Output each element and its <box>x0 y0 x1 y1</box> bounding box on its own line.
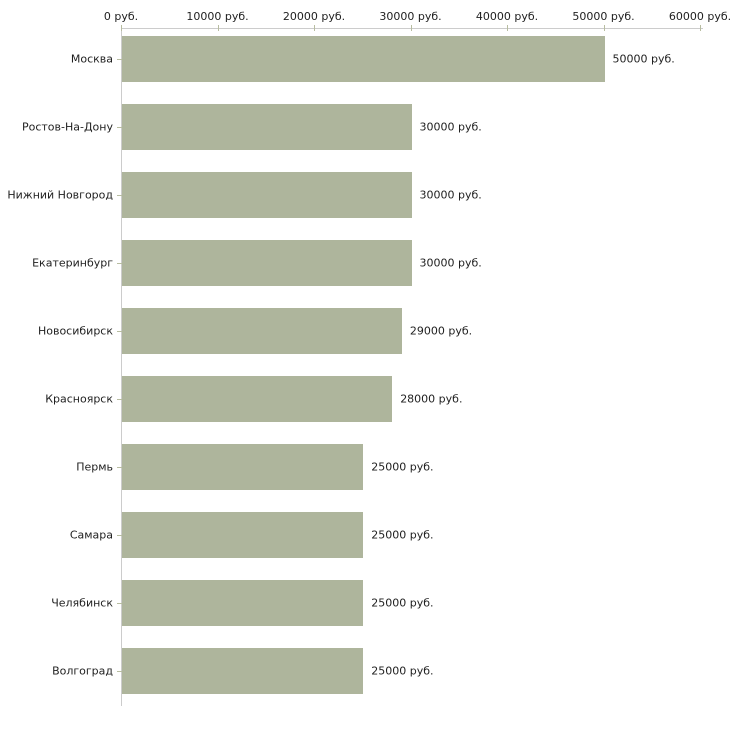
bar-value-label: 25000 руб. <box>371 664 434 678</box>
y-axis-tick-mark <box>117 399 122 400</box>
category-label: Екатеринбург <box>32 256 113 270</box>
category-label: Новосибирск <box>37 324 113 338</box>
y-axis-tick-mark <box>117 331 122 332</box>
bar <box>122 648 364 694</box>
bar <box>122 240 412 286</box>
x-axis-tick-label: 60000 руб. <box>668 10 730 23</box>
bar-value-label: 29000 руб. <box>409 324 473 338</box>
x-axis-tick-label: 10000 руб. <box>186 10 249 23</box>
bar-value-label: 50000 руб. <box>612 52 675 66</box>
bar <box>122 376 393 422</box>
bar-value-label: 25000 руб. <box>371 460 434 474</box>
category-label: Волгоград <box>52 664 113 678</box>
y-axis-line <box>121 28 122 706</box>
y-axis-tick-mark <box>117 195 122 196</box>
x-axis-line <box>121 28 703 29</box>
y-axis-tick-mark <box>117 671 122 672</box>
y-axis-tick-mark <box>117 467 122 468</box>
bar-value-label: 30000 руб. <box>419 188 482 202</box>
x-axis-tick-mark <box>603 25 605 31</box>
bar <box>122 512 364 558</box>
bar <box>122 172 412 218</box>
bar <box>122 36 605 82</box>
y-axis-tick-mark <box>117 535 122 536</box>
x-axis-tick-mark <box>700 25 701 31</box>
bar <box>122 308 402 354</box>
bar-value-label: 30000 руб. <box>419 256 482 270</box>
y-axis-tick-mark <box>117 263 122 264</box>
y-axis-tick-mark <box>117 59 122 60</box>
category-label: Пермь <box>76 460 113 474</box>
x-axis-tick-mark <box>410 25 412 31</box>
category-label: Самара <box>69 528 113 542</box>
y-axis-tick-mark <box>117 127 122 128</box>
x-axis-tick-mark <box>507 25 508 31</box>
x-axis-tick-mark <box>314 25 315 31</box>
category-label: Челябинск <box>51 596 113 610</box>
category-label: Ростов-На-Дону <box>21 120 113 134</box>
category-label: Москва <box>70 52 113 66</box>
bar-value-label: 25000 руб. <box>371 596 434 610</box>
y-axis-tick-mark <box>117 603 122 604</box>
bar-value-label: 30000 руб. <box>419 120 482 134</box>
x-axis-tick-label: 0 руб. <box>103 10 139 23</box>
bar-value-label: 28000 руб. <box>400 392 463 406</box>
x-axis-tick-label: 40000 руб. <box>475 10 539 23</box>
x-axis-tick-mark <box>121 25 122 31</box>
x-axis-tick-label: 20000 руб. <box>282 10 346 23</box>
x-axis-tick-mark <box>217 25 219 31</box>
x-axis-tick-label: 30000 руб. <box>379 10 442 23</box>
category-label: Красноярск <box>45 392 113 406</box>
x-axis-tick-label: 50000 руб. <box>572 10 635 23</box>
bar-value-label: 25000 руб. <box>371 528 434 542</box>
bar <box>122 580 364 626</box>
category-label: Нижний Новгород <box>7 188 113 202</box>
bar <box>122 104 412 150</box>
bar <box>122 444 364 490</box>
